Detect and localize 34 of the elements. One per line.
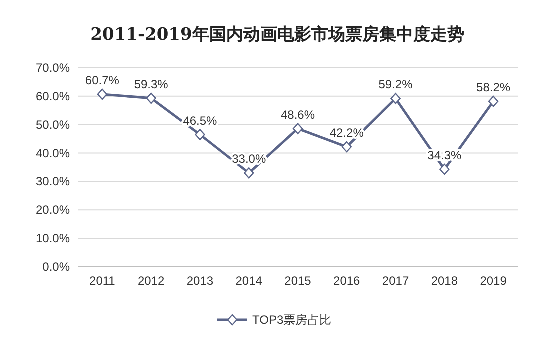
legend-label: TOP3票房占比 (252, 313, 332, 327)
y-tick-label: 0.0% (42, 260, 70, 274)
point (488, 96, 499, 108)
y-tick-label: 40.0% (36, 146, 70, 160)
x-tick-label: 2013 (186, 274, 214, 288)
data-label: 60.7% (85, 73, 120, 88)
point (390, 93, 401, 104)
y-tick-label: 30.0% (36, 174, 70, 189)
point (195, 129, 206, 140)
x-tick-label: 2016 (334, 274, 361, 288)
point (440, 164, 450, 176)
data-label: 58.2% (476, 80, 511, 95)
x-tick-label: 2017 (382, 274, 410, 288)
x-tick-label: 2015 (284, 274, 312, 288)
x-tick-label: 2014 (236, 274, 263, 288)
data-label: 59.3% (134, 77, 169, 92)
chart-title: 2011-2019年国内动画电影市场票房集中度走势 (90, 25, 464, 45)
data-label: 46.5% (183, 114, 218, 128)
data-label: 48.6% (280, 108, 316, 122)
point (146, 92, 156, 104)
x-tick-label: 2011 (90, 274, 116, 288)
y-tick-label: 60.0% (36, 89, 70, 104)
point (244, 168, 254, 179)
y-tick-label: 10.0% (36, 232, 70, 246)
point (97, 88, 108, 100)
y-tick-label: 50.0% (36, 118, 70, 132)
point (342, 141, 352, 153)
data-label: 59.2% (378, 78, 414, 92)
point (292, 123, 304, 134)
y-tick-label: 70.0% (36, 61, 70, 75)
y-tick-label: 20.0% (36, 203, 70, 218)
x-tick-label: 2018 (431, 274, 458, 288)
x-tick-label: 2019 (480, 274, 508, 288)
x-tick-label: 2012 (138, 274, 166, 288)
